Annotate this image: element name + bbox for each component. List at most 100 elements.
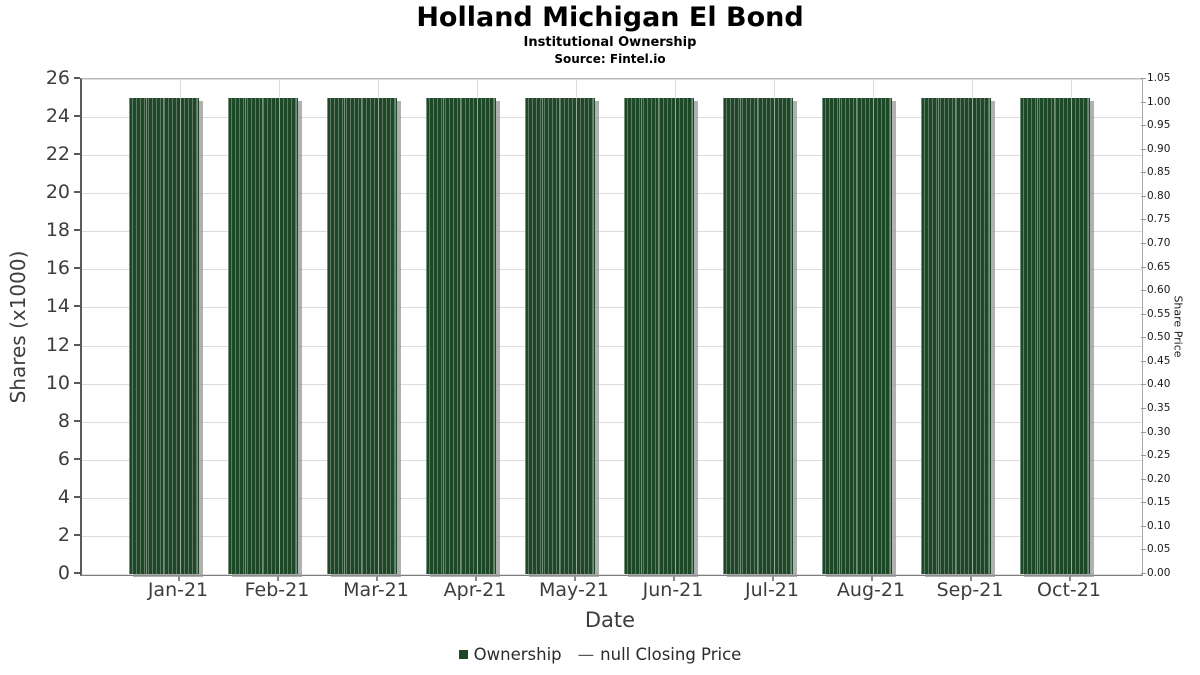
y-tick-mark-right bbox=[1141, 313, 1146, 315]
y-tick-mark-left bbox=[74, 495, 80, 498]
y-tick-mark-right bbox=[1141, 125, 1146, 127]
horizontal-gridline bbox=[82, 269, 1142, 271]
y-tick-label-left: 24 bbox=[45, 105, 70, 128]
y-tick-mark-right bbox=[1141, 455, 1146, 457]
y-tick-label-right: 0.25 bbox=[1147, 449, 1171, 462]
ownership-legend-swatch-icon bbox=[458, 650, 468, 659]
y-tick-label-left: 8 bbox=[57, 409, 70, 432]
chart-title: Holland Michigan El Bond bbox=[416, 2, 804, 33]
x-tick-label: Feb-21 bbox=[244, 579, 310, 601]
x-tick-mark bbox=[970, 575, 972, 581]
legend: Ownership — null Closing Price bbox=[0, 645, 1200, 664]
y-tick-label-left: 18 bbox=[45, 219, 70, 242]
y-axis-label-right: Share Price bbox=[1171, 295, 1185, 358]
y-tick-label-right: 0.00 bbox=[1147, 567, 1171, 579]
y-tick-mark-left bbox=[74, 457, 80, 460]
x-tick-label: Sep-21 bbox=[936, 579, 1004, 601]
x-tick-label: Jul-21 bbox=[745, 579, 799, 601]
bar-sep-21 bbox=[921, 98, 991, 574]
x-tick-label: Jan-21 bbox=[147, 579, 209, 601]
y-tick-mark-right bbox=[1141, 78, 1146, 79]
horizontal-gridline bbox=[82, 574, 1142, 575]
y-tick-label-right: 1.00 bbox=[1147, 95, 1171, 108]
y-tick-mark-right bbox=[1141, 573, 1146, 574]
x-tick-mark bbox=[475, 575, 477, 581]
horizontal-gridline bbox=[82, 307, 1142, 309]
x-tick-mark bbox=[277, 575, 279, 581]
x-axis-label: Date bbox=[584, 608, 636, 632]
x-tick-mark bbox=[376, 575, 378, 581]
y-tick-label-right: 0.40 bbox=[1147, 378, 1171, 391]
y-tick-mark-left bbox=[74, 267, 80, 270]
chart-source: Source: Fintel.io bbox=[554, 52, 666, 66]
bar-may-21 bbox=[525, 98, 595, 574]
closing-price-legend-label: null Closing Price bbox=[600, 645, 742, 664]
horizontal-gridline bbox=[82, 383, 1142, 385]
y-tick-label-left: 20 bbox=[45, 181, 70, 204]
y-tick-label-right: 0.10 bbox=[1147, 519, 1171, 532]
y-tick-label-right: 0.95 bbox=[1147, 119, 1171, 132]
horizontal-gridline bbox=[82, 459, 1142, 461]
y-tick-mark-right bbox=[1141, 384, 1146, 386]
y-tick-mark-left bbox=[74, 115, 80, 118]
y-tick-label-left: 10 bbox=[45, 371, 70, 394]
x-tick-mark bbox=[673, 575, 675, 581]
y-tick-mark-right bbox=[1141, 502, 1146, 504]
y-tick-mark-left bbox=[74, 77, 80, 79]
x-tick-label: May-21 bbox=[539, 579, 609, 601]
plot-area bbox=[80, 78, 1143, 576]
y-tick-mark-left bbox=[74, 229, 80, 232]
bar-oct-21 bbox=[1020, 98, 1090, 574]
y-tick-label-right: 0.75 bbox=[1147, 213, 1171, 226]
y-tick-label-right: 0.30 bbox=[1147, 425, 1171, 438]
y-tick-mark-left bbox=[74, 533, 80, 536]
y-tick-label-right: 0.70 bbox=[1147, 237, 1171, 249]
y-tick-label-left: 26 bbox=[45, 67, 70, 89]
y-tick-label-right: 0.60 bbox=[1147, 284, 1171, 297]
y-tick-label-left: 22 bbox=[45, 143, 70, 166]
y-tick-mark-right bbox=[1141, 148, 1146, 150]
y-tick-mark-right bbox=[1141, 172, 1146, 174]
y-tick-mark-left bbox=[74, 572, 80, 574]
x-tick-label: Aug-21 bbox=[836, 579, 906, 601]
x-tick-label: Oct-21 bbox=[1037, 579, 1101, 601]
bar-feb-21 bbox=[228, 98, 298, 574]
x-tick-mark bbox=[178, 575, 180, 581]
x-tick-mark bbox=[1069, 575, 1071, 581]
y-tick-label-right: 0.20 bbox=[1147, 472, 1171, 485]
y-tick-mark-right bbox=[1141, 290, 1146, 292]
horizontal-gridline bbox=[82, 117, 1142, 119]
horizontal-gridline bbox=[82, 193, 1142, 195]
y-tick-mark-right bbox=[1141, 525, 1146, 527]
y-tick-mark-left bbox=[74, 343, 80, 346]
ownership-legend-label: Ownership bbox=[473, 645, 562, 664]
bar-jan-21 bbox=[129, 98, 199, 574]
y-tick-label-right: 0.05 bbox=[1147, 543, 1171, 556]
y-tick-label-right: 0.55 bbox=[1147, 307, 1171, 320]
x-tick-label: Jun-21 bbox=[642, 579, 704, 601]
y-tick-mark-left bbox=[74, 381, 80, 384]
y-tick-label-right: 0.15 bbox=[1147, 496, 1171, 509]
y-tick-label-left: 4 bbox=[57, 485, 70, 508]
y-tick-mark-right bbox=[1141, 478, 1146, 480]
y-tick-mark-left bbox=[74, 191, 80, 194]
horizontal-gridline bbox=[82, 155, 1142, 157]
y-tick-label-left: 2 bbox=[57, 523, 70, 546]
horizontal-gridline bbox=[82, 421, 1142, 423]
y-tick-mark-right bbox=[1141, 408, 1146, 409]
y-tick-mark-left bbox=[74, 419, 80, 422]
x-tick-mark bbox=[871, 575, 873, 581]
chart-subtitle: Institutional Ownership bbox=[523, 35, 697, 50]
bar-jun-21 bbox=[624, 98, 694, 574]
y-tick-label-left: 0 bbox=[57, 562, 70, 584]
x-tick-label: Mar-21 bbox=[343, 579, 409, 601]
x-tick-label: Apr-21 bbox=[443, 579, 507, 601]
y-tick-label-right: 0.65 bbox=[1147, 260, 1171, 273]
y-tick-label-left: 6 bbox=[57, 447, 70, 470]
y-tick-label-right: 1.05 bbox=[1147, 72, 1171, 84]
horizontal-gridline bbox=[82, 79, 1142, 80]
y-tick-mark-right bbox=[1141, 195, 1146, 197]
x-tick-mark bbox=[772, 575, 774, 581]
horizontal-gridline bbox=[82, 535, 1142, 537]
